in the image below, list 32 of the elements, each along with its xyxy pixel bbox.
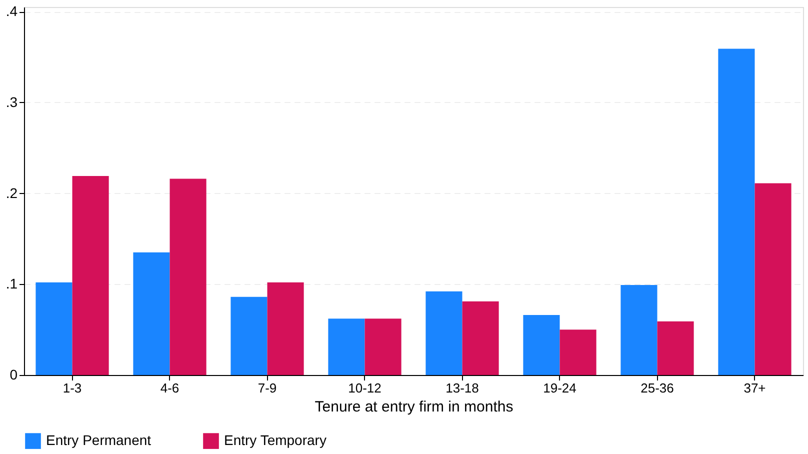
- bar: [267, 282, 304, 375]
- y-tick-label: .1: [6, 276, 18, 292]
- y-tick-label: .2: [6, 184, 18, 201]
- bar: [230, 296, 268, 375]
- bar: [657, 321, 694, 375]
- x-tick-label: 13-18: [446, 380, 479, 396]
- x-axis-title: Tenure at entry firm in months: [314, 398, 514, 416]
- bar: [170, 178, 206, 375]
- legend-label: Entry Permanent: [46, 432, 152, 448]
- x-tick-label: 7-9: [258, 380, 277, 396]
- x-tick-label: 1-3: [62, 380, 82, 396]
- y-tick-label: .3: [6, 94, 18, 110]
- x-tick-label: 4-6: [160, 380, 180, 396]
- x-tick-label: 10-12: [348, 380, 382, 396]
- bar: [364, 318, 402, 375]
- bar: [523, 315, 560, 375]
- legend-label: Entry Temporary: [224, 432, 326, 448]
- bar: [462, 301, 499, 375]
- bar: [36, 282, 72, 375]
- bar: [718, 48, 755, 375]
- bar: [620, 285, 658, 375]
- x-tick-label: 19-24: [543, 380, 576, 396]
- y-tick-label: 0: [10, 366, 18, 382]
- y-tick-label: .4: [6, 3, 18, 20]
- bar: [754, 183, 792, 375]
- x-tick-label: 37+: [744, 380, 766, 396]
- bar: [133, 252, 170, 375]
- bar: [560, 330, 596, 375]
- bar: [328, 318, 365, 375]
- bar: [72, 176, 109, 375]
- x-tick-label: 25-36: [640, 380, 674, 396]
- bar: [426, 291, 462, 375]
